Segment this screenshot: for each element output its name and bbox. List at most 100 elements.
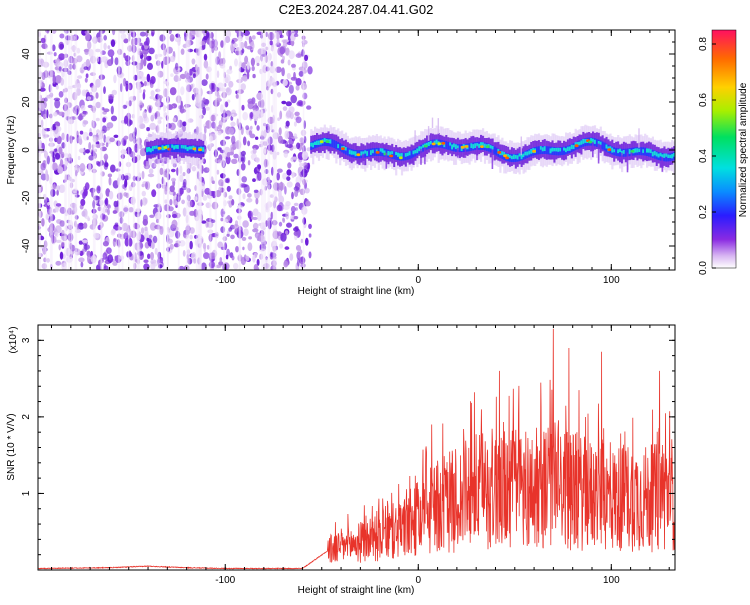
noise-speckle <box>297 100 304 106</box>
noise-streak <box>209 30 212 270</box>
noise-speckle <box>53 111 58 117</box>
noise-speckle <box>103 42 107 51</box>
signal-spike <box>169 148 171 160</box>
signal-peak <box>167 144 170 150</box>
signal-peak <box>483 143 487 148</box>
colorbar-tick-label: 0.2 <box>698 205 709 219</box>
noise-speckle <box>56 189 59 196</box>
noise-speckle <box>295 207 298 211</box>
noise-speckle <box>248 236 253 240</box>
signal-peak <box>514 154 517 159</box>
noise-speckle <box>83 120 89 125</box>
noise-speckle <box>269 40 274 46</box>
noise-speckle <box>241 236 247 241</box>
snr-panel: -100 0 100 1 2 3 Height of straight line (km… <box>6 324 676 596</box>
noise-speckle <box>235 94 239 99</box>
signal-peak <box>642 149 645 153</box>
noise-speckle <box>278 189 282 199</box>
noise-speckle <box>230 234 235 240</box>
noise-streak <box>261 30 264 270</box>
noise-speckle <box>109 137 115 143</box>
noise-speckle <box>231 135 236 145</box>
signal-peak <box>559 148 562 152</box>
noise-speckle <box>224 101 229 108</box>
snr-y-axis-label: SNR (10 * V/V) <box>6 413 17 480</box>
noise-speckle <box>201 220 207 224</box>
noise-speckle <box>169 185 175 193</box>
noise-speckle <box>113 74 117 84</box>
noise-speckle <box>226 233 230 237</box>
noise-speckle <box>84 49 89 55</box>
noise-speckle <box>149 122 157 130</box>
noise-speckle <box>217 159 222 164</box>
signal-core <box>339 143 342 152</box>
noise-speckle <box>88 49 94 57</box>
signal-peak <box>636 148 639 153</box>
signal-peak <box>541 147 544 152</box>
noise-speckle <box>231 158 238 164</box>
noise-speckle <box>76 82 82 90</box>
signal-peak <box>449 142 452 146</box>
noise-speckle <box>251 35 256 40</box>
signal-spike <box>661 157 664 172</box>
noise-speckle <box>88 162 92 172</box>
signal-peak <box>609 146 612 151</box>
noise-speckle <box>145 181 148 190</box>
signal-core <box>537 146 541 155</box>
noise-speckle <box>217 124 222 130</box>
noise-speckle <box>59 220 65 227</box>
noise-speckle <box>277 117 280 121</box>
signal-peak <box>348 149 351 155</box>
signal-peak <box>391 151 394 155</box>
noise-speckle <box>220 217 224 222</box>
signal-peak <box>202 147 205 152</box>
signal-core <box>395 151 398 160</box>
noise-speckle <box>58 111 65 117</box>
signal-peak <box>404 153 407 157</box>
signal-spike <box>414 130 416 143</box>
noise-speckle <box>218 261 224 266</box>
noise-speckle <box>278 202 284 212</box>
noise-speckle <box>283 151 288 158</box>
noise-speckle <box>279 243 284 249</box>
noise-speckle <box>149 214 155 218</box>
signal-peak <box>323 138 326 142</box>
signal-peak <box>476 143 479 147</box>
spectrogram-plot-area <box>38 30 675 270</box>
noise-speckle <box>84 182 90 191</box>
noise-speckle <box>59 251 64 260</box>
noise-speckle <box>293 186 300 192</box>
signal-spike <box>456 148 459 158</box>
noise-speckle <box>301 168 308 178</box>
noise-speckle <box>288 138 294 146</box>
signal-peak <box>389 151 392 156</box>
noise-speckle <box>113 200 118 208</box>
noise-speckle <box>41 218 45 227</box>
noise-speckle <box>191 93 195 101</box>
noise-speckle <box>228 127 235 135</box>
noise-speckle <box>211 180 215 184</box>
noise-speckle <box>54 231 59 238</box>
noise-speckle <box>203 60 209 69</box>
noise-speckle <box>280 59 285 64</box>
noise-speckle <box>42 246 47 255</box>
signal-peak <box>354 151 357 157</box>
spectrogram-y-ticks: -40 -20 0 20 40 <box>21 41 675 259</box>
signal-core <box>453 143 456 152</box>
noise-speckle <box>179 165 183 175</box>
signal-core <box>640 147 643 156</box>
noise-speckle <box>308 223 312 229</box>
signal-spike <box>431 117 434 128</box>
noise-speckle <box>129 228 132 238</box>
signal-core <box>449 142 452 151</box>
noise-speckle <box>47 202 50 206</box>
noise-speckle <box>80 261 84 268</box>
noise-speckle <box>78 222 84 227</box>
signal-core <box>536 146 539 155</box>
noise-speckle <box>103 161 109 170</box>
noise-speckle <box>112 210 118 214</box>
noise-speckle <box>276 92 282 98</box>
noise-speckle <box>253 264 259 270</box>
signal-hotspot <box>163 146 168 149</box>
signal-peak <box>671 154 674 159</box>
